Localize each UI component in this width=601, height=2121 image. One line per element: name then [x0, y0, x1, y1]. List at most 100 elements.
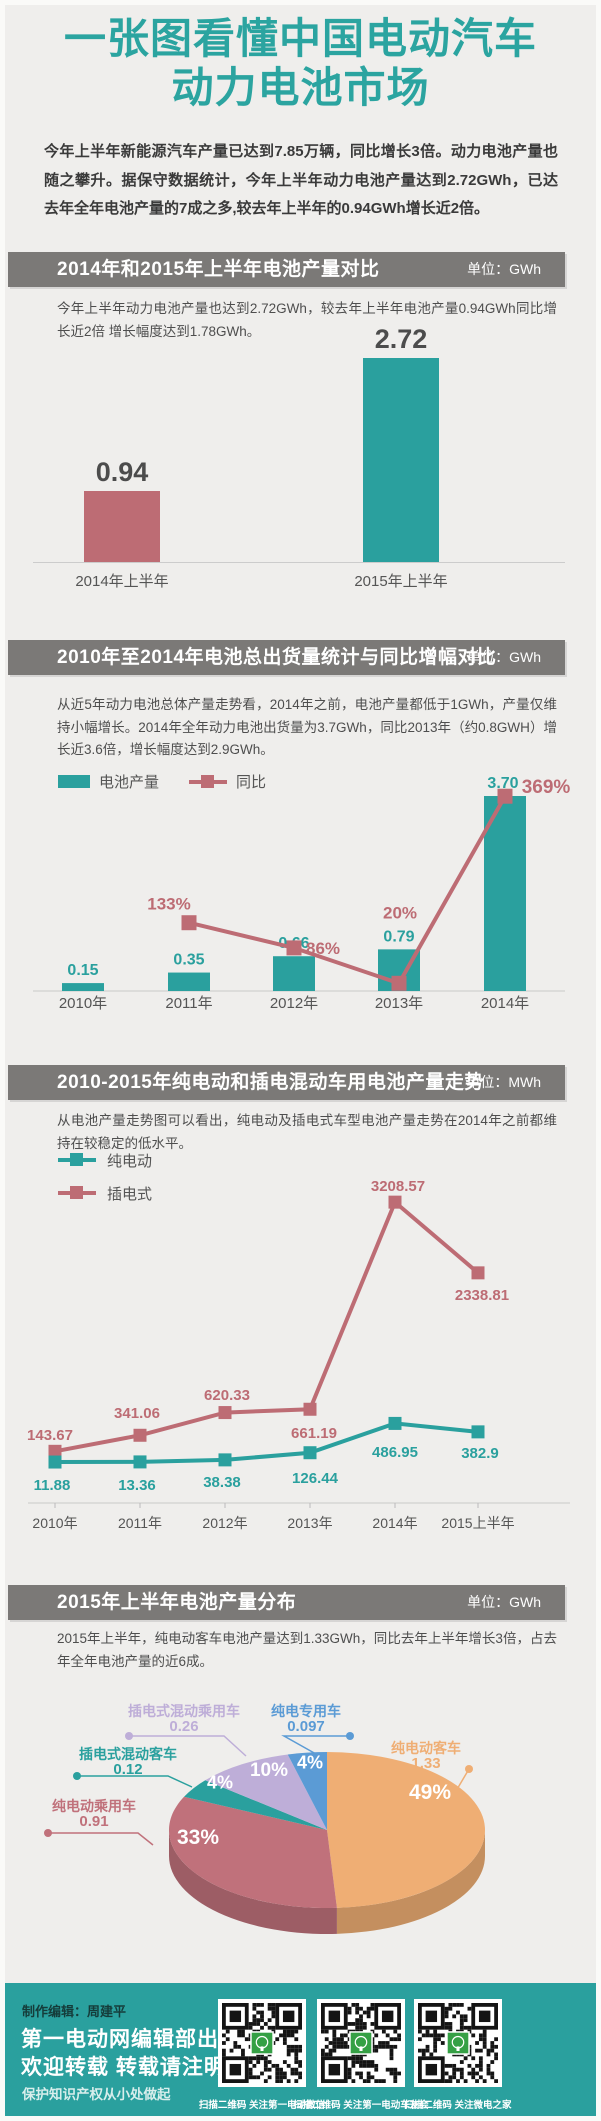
decor	[248, 2022, 253, 2026]
decor	[433, 2029, 438, 2034]
decor	[370, 2022, 375, 2026]
decor	[385, 2067, 390, 2072]
decor	[459, 2022, 464, 2026]
decor	[263, 2067, 268, 2072]
decor	[237, 2029, 242, 2034]
decor	[362, 2022, 367, 2026]
decor	[241, 2048, 245, 2053]
decor	[471, 2071, 476, 2076]
decor	[463, 2018, 468, 2023]
decor	[359, 2022, 363, 2026]
value-label: 341.06	[114, 1405, 160, 1422]
decor	[351, 2022, 356, 2026]
decor	[452, 2003, 457, 2007]
decor	[244, 2037, 249, 2042]
decor	[229, 2010, 242, 2023]
decor	[252, 2063, 257, 2068]
decor	[494, 2052, 498, 2057]
decor	[252, 2014, 257, 2019]
decor	[478, 2048, 483, 2053]
decor	[201, 774, 215, 788]
legend-label-bev: 纯电动	[107, 1152, 153, 1170]
bar-value: 0.94	[95, 457, 149, 487]
value-label: 369%	[522, 777, 571, 798]
decor	[478, 2060, 483, 2064]
decor	[294, 2037, 299, 2042]
decor	[359, 2025, 363, 2030]
decor	[494, 2044, 498, 2049]
line-marker	[471, 1266, 485, 1280]
decor	[440, 2033, 445, 2038]
footer-produced-by: 第一电动网编辑部出品	[21, 2028, 241, 2051]
decor	[381, 2044, 386, 2049]
pie-callout-value: 1.33	[411, 1755, 441, 1772]
pie-leader-line	[77, 1775, 193, 1788]
decor	[475, 2063, 479, 2068]
pie-callout-value: 0.097	[287, 1718, 325, 1735]
decor	[478, 2037, 483, 2042]
decor	[256, 2018, 261, 2023]
decor	[482, 2044, 487, 2049]
value-label: 2010年	[32, 1515, 77, 1531]
section3-header: 2010-2015年纯电动和插电混动车用电池产量走势 单位：MWh	[8, 1065, 565, 1100]
qr-caption-1: 扫描二维码 关注第一电动微信	[198, 2100, 326, 2111]
decor	[463, 2014, 468, 2019]
decor	[267, 2006, 272, 2011]
decor	[370, 2006, 375, 2011]
decor	[494, 2037, 498, 2042]
decor	[463, 2056, 468, 2061]
decor	[459, 2014, 464, 2019]
decor	[340, 2044, 344, 2049]
decor	[490, 2048, 495, 2053]
decor	[351, 2079, 356, 2083]
decor	[248, 2060, 253, 2064]
decor	[328, 2052, 333, 2057]
decor	[263, 2022, 268, 2026]
decor	[290, 2033, 295, 2038]
decor	[366, 2010, 371, 2015]
decor	[321, 2029, 325, 2034]
pie-leader-line	[48, 1832, 154, 1846]
pie-callout-value: 0.26	[169, 1718, 199, 1735]
decor	[275, 2071, 280, 2076]
decor	[374, 2044, 379, 2049]
decor	[336, 2037, 341, 2042]
bar-chart-2014-2015: 0.94 2014年上半年 2.72 2015年上半年	[0, 320, 601, 600]
decor	[456, 2079, 460, 2083]
decor	[452, 2067, 457, 2072]
decor	[260, 2010, 264, 2015]
decor	[433, 2033, 438, 2038]
decor	[444, 2025, 449, 2030]
decor	[421, 2033, 426, 2038]
decor	[351, 2056, 356, 2061]
pie-callout-纯电动乘用车: 纯电动乘用车 0.91	[14, 1798, 174, 1830]
line-marker	[286, 940, 302, 956]
decor	[355, 2056, 360, 2061]
decor	[340, 2041, 344, 2045]
decor	[294, 2056, 299, 2061]
decor	[478, 2063, 483, 2068]
decor	[355, 2071, 360, 2076]
decor	[328, 2041, 333, 2045]
decor	[248, 2067, 253, 2072]
section2-desc: 从近5年动力电池总体产量走势看，2014年之前，电池产量都低于1GWh，产量仅维…	[57, 697, 557, 757]
legend-swatch-phev	[58, 1186, 96, 1199]
decor	[340, 2033, 344, 2038]
decor	[452, 2014, 457, 2019]
decor	[366, 2071, 371, 2076]
decor	[321, 2048, 325, 2053]
value-label: 2014年	[481, 995, 529, 1012]
decor	[294, 2052, 299, 2057]
decor	[359, 2006, 363, 2011]
decor	[271, 2003, 276, 2007]
decor	[486, 2052, 491, 2057]
decor	[389, 2037, 394, 2042]
decor	[237, 2044, 242, 2049]
decor	[252, 2006, 257, 2011]
decor	[260, 2003, 264, 2007]
pie-callout-纯电动客车: 纯电动客车 1.33	[346, 1740, 506, 1772]
decor	[381, 2010, 394, 2023]
decor	[378, 2044, 382, 2049]
line-marker	[303, 1446, 317, 1460]
decor	[370, 2075, 375, 2080]
